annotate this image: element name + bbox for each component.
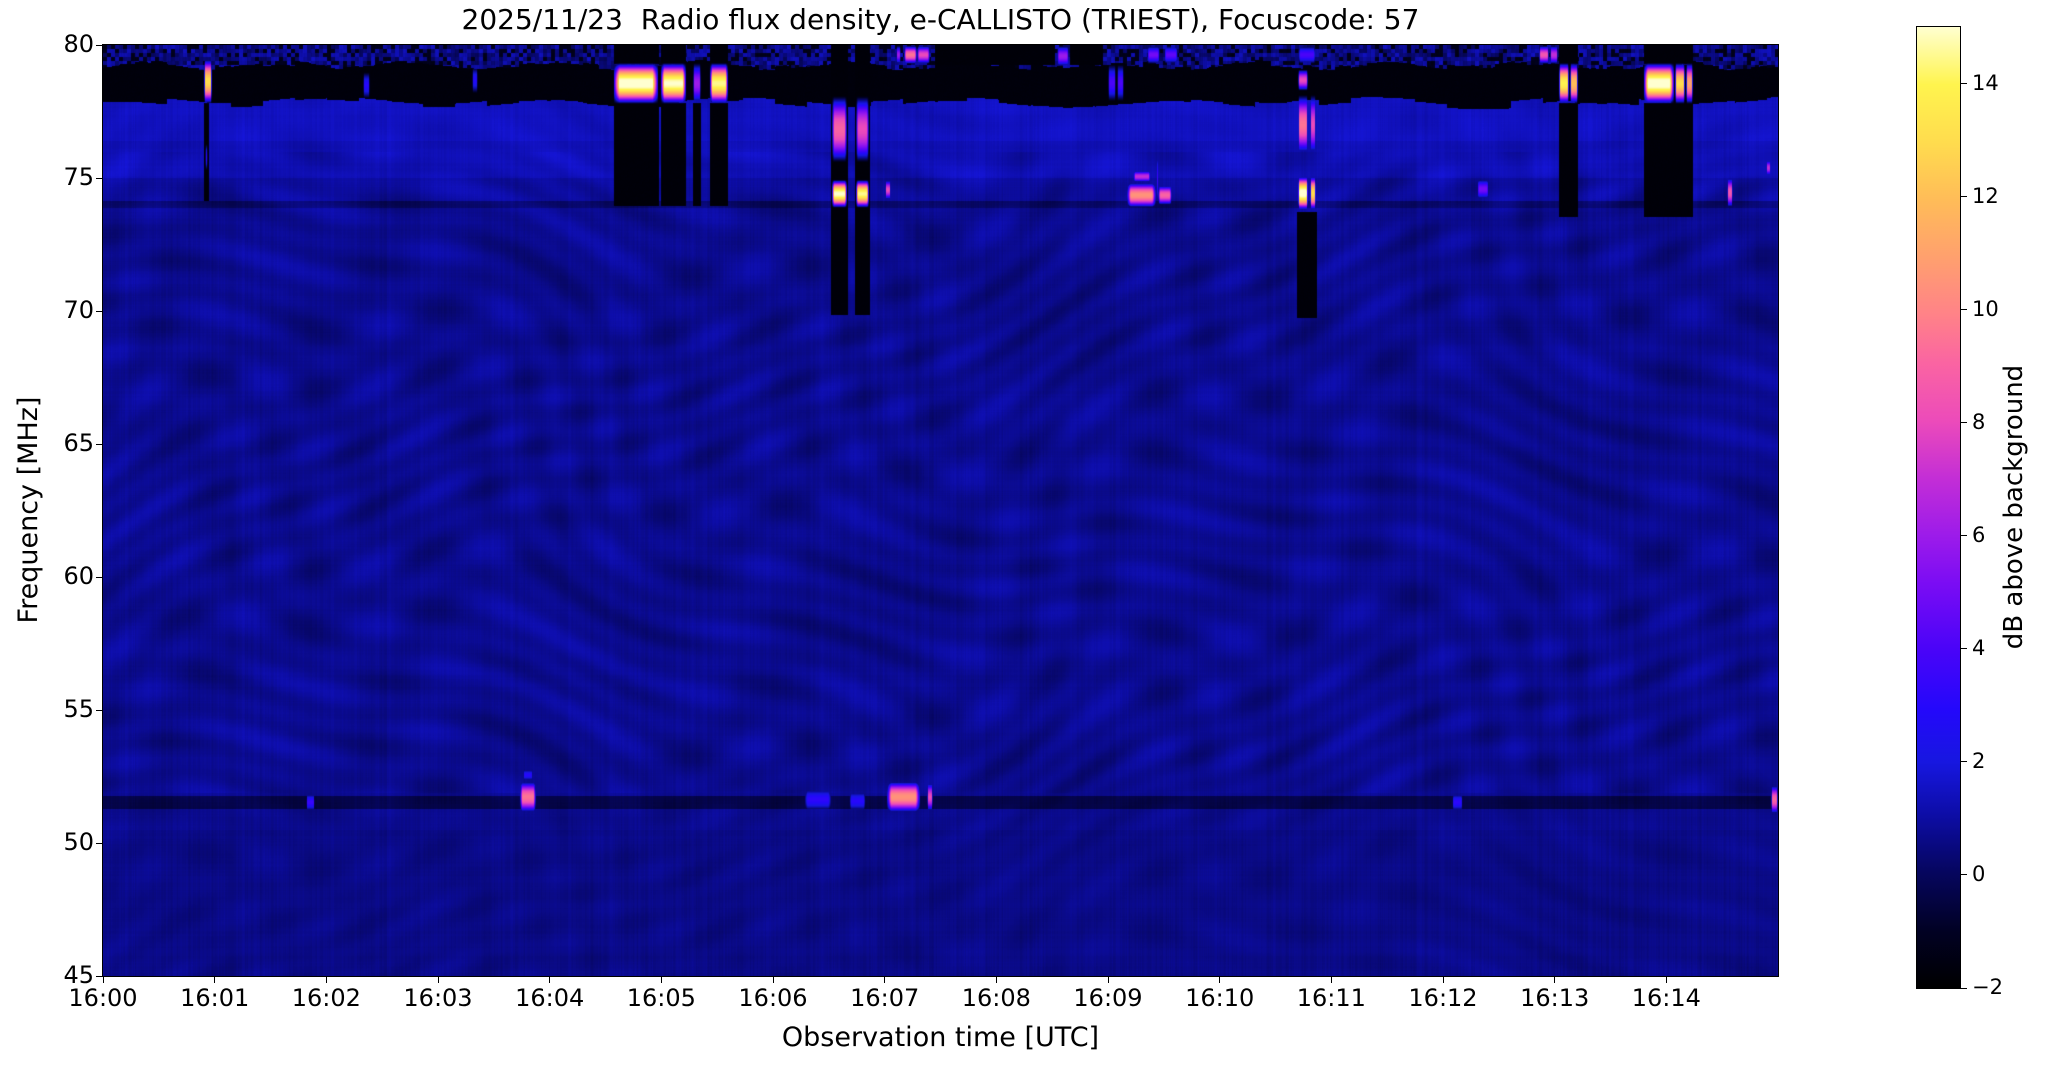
- x-tick-mark: [995, 977, 997, 983]
- colorbar-tick-label: 6: [1972, 522, 1986, 547]
- x-tick-mark: [214, 977, 216, 983]
- y-tick-mark: [96, 576, 102, 578]
- colorbar-tick-mark: [1961, 422, 1967, 424]
- chart-title: 2025/11/23 Radio flux density, e-CALLIST…: [461, 3, 1420, 36]
- y-tick-mark: [96, 177, 102, 179]
- x-tick-label: 16:07: [850, 984, 920, 1012]
- y-tick-label: 50: [63, 828, 94, 856]
- x-tick-mark: [549, 977, 551, 983]
- x-tick-label: 16:06: [738, 984, 808, 1012]
- y-tick-label: 65: [63, 429, 94, 457]
- x-tick-label: 16:12: [1408, 984, 1478, 1012]
- x-tick-mark: [884, 977, 886, 983]
- y-tick-label: 60: [63, 562, 94, 590]
- y-tick-mark: [96, 443, 102, 445]
- x-tick-mark: [1442, 977, 1444, 983]
- x-tick-mark: [1107, 977, 1109, 983]
- y-tick-mark: [96, 842, 102, 844]
- colorbar-tick-mark: [1961, 874, 1967, 876]
- colorbar-tick-mark: [1961, 196, 1967, 198]
- colorbar-tick-label: 2: [1972, 748, 1986, 773]
- x-tick-label: 16:04: [515, 984, 585, 1012]
- x-tick-label: 16:14: [1631, 984, 1701, 1012]
- x-tick-label: 16:09: [1073, 984, 1143, 1012]
- spectrogram-canvas: [103, 45, 1778, 976]
- plot-area: [102, 44, 1779, 977]
- colorbar-tick-mark: [1961, 309, 1967, 311]
- y-tick-mark: [96, 310, 102, 312]
- colorbar-tick-label: 12: [1972, 183, 1999, 208]
- y-tick-mark: [96, 709, 102, 711]
- colorbar-tick-label: 10: [1972, 296, 1999, 321]
- x-tick-mark: [102, 977, 104, 983]
- y-tick-label: 80: [63, 30, 94, 58]
- x-tick-mark: [325, 977, 327, 983]
- colorbar-tick-mark: [1961, 83, 1967, 85]
- x-tick-label: 16:00: [68, 984, 138, 1012]
- y-tick-label: 45: [63, 961, 94, 989]
- colorbar-tick-label: 4: [1972, 635, 1986, 660]
- x-tick-mark: [1330, 977, 1332, 983]
- x-tick-label: 16:05: [626, 984, 696, 1012]
- x-tick-label: 16:10: [1185, 984, 1255, 1012]
- y-tick-mark: [96, 44, 102, 46]
- y-tick-label: 70: [63, 296, 94, 324]
- x-tick-mark: [772, 977, 774, 983]
- x-tick-label: 16:08: [961, 984, 1031, 1012]
- colorbar-tick-label: 0: [1972, 861, 1986, 886]
- x-tick-mark: [1219, 977, 1221, 983]
- colorbar-tick-mark: [1961, 535, 1967, 537]
- y-tick-mark: [96, 975, 102, 977]
- y-tick-label: 55: [63, 695, 94, 723]
- y-axis-label: Frequency [MHz]: [13, 396, 44, 624]
- colorbar-tick-mark: [1961, 648, 1967, 650]
- x-tick-label: 16:11: [1296, 984, 1366, 1012]
- x-tick-label: 16:01: [180, 984, 250, 1012]
- x-tick-mark: [1665, 977, 1667, 983]
- x-tick-mark: [437, 977, 439, 983]
- x-tick-label: 16:02: [291, 984, 361, 1012]
- x-axis-label: Observation time [UTC]: [781, 1022, 1100, 1053]
- colorbar-tick-label: 8: [1972, 409, 1986, 434]
- y-tick-label: 75: [63, 163, 94, 191]
- colorbar-tick-mark: [1961, 761, 1967, 763]
- colorbar-gradient: [1917, 27, 1960, 988]
- colorbar-tick-label: −2: [1972, 975, 2003, 999]
- colorbar: [1916, 26, 1961, 989]
- x-tick-label: 16:03: [403, 984, 473, 1012]
- x-tick-mark: [1554, 977, 1556, 983]
- x-tick-label: 16:13: [1520, 984, 1590, 1012]
- x-tick-mark: [660, 977, 662, 983]
- colorbar-tick-label: 14: [1972, 70, 1999, 95]
- colorbar-tick-mark: [1961, 987, 1967, 989]
